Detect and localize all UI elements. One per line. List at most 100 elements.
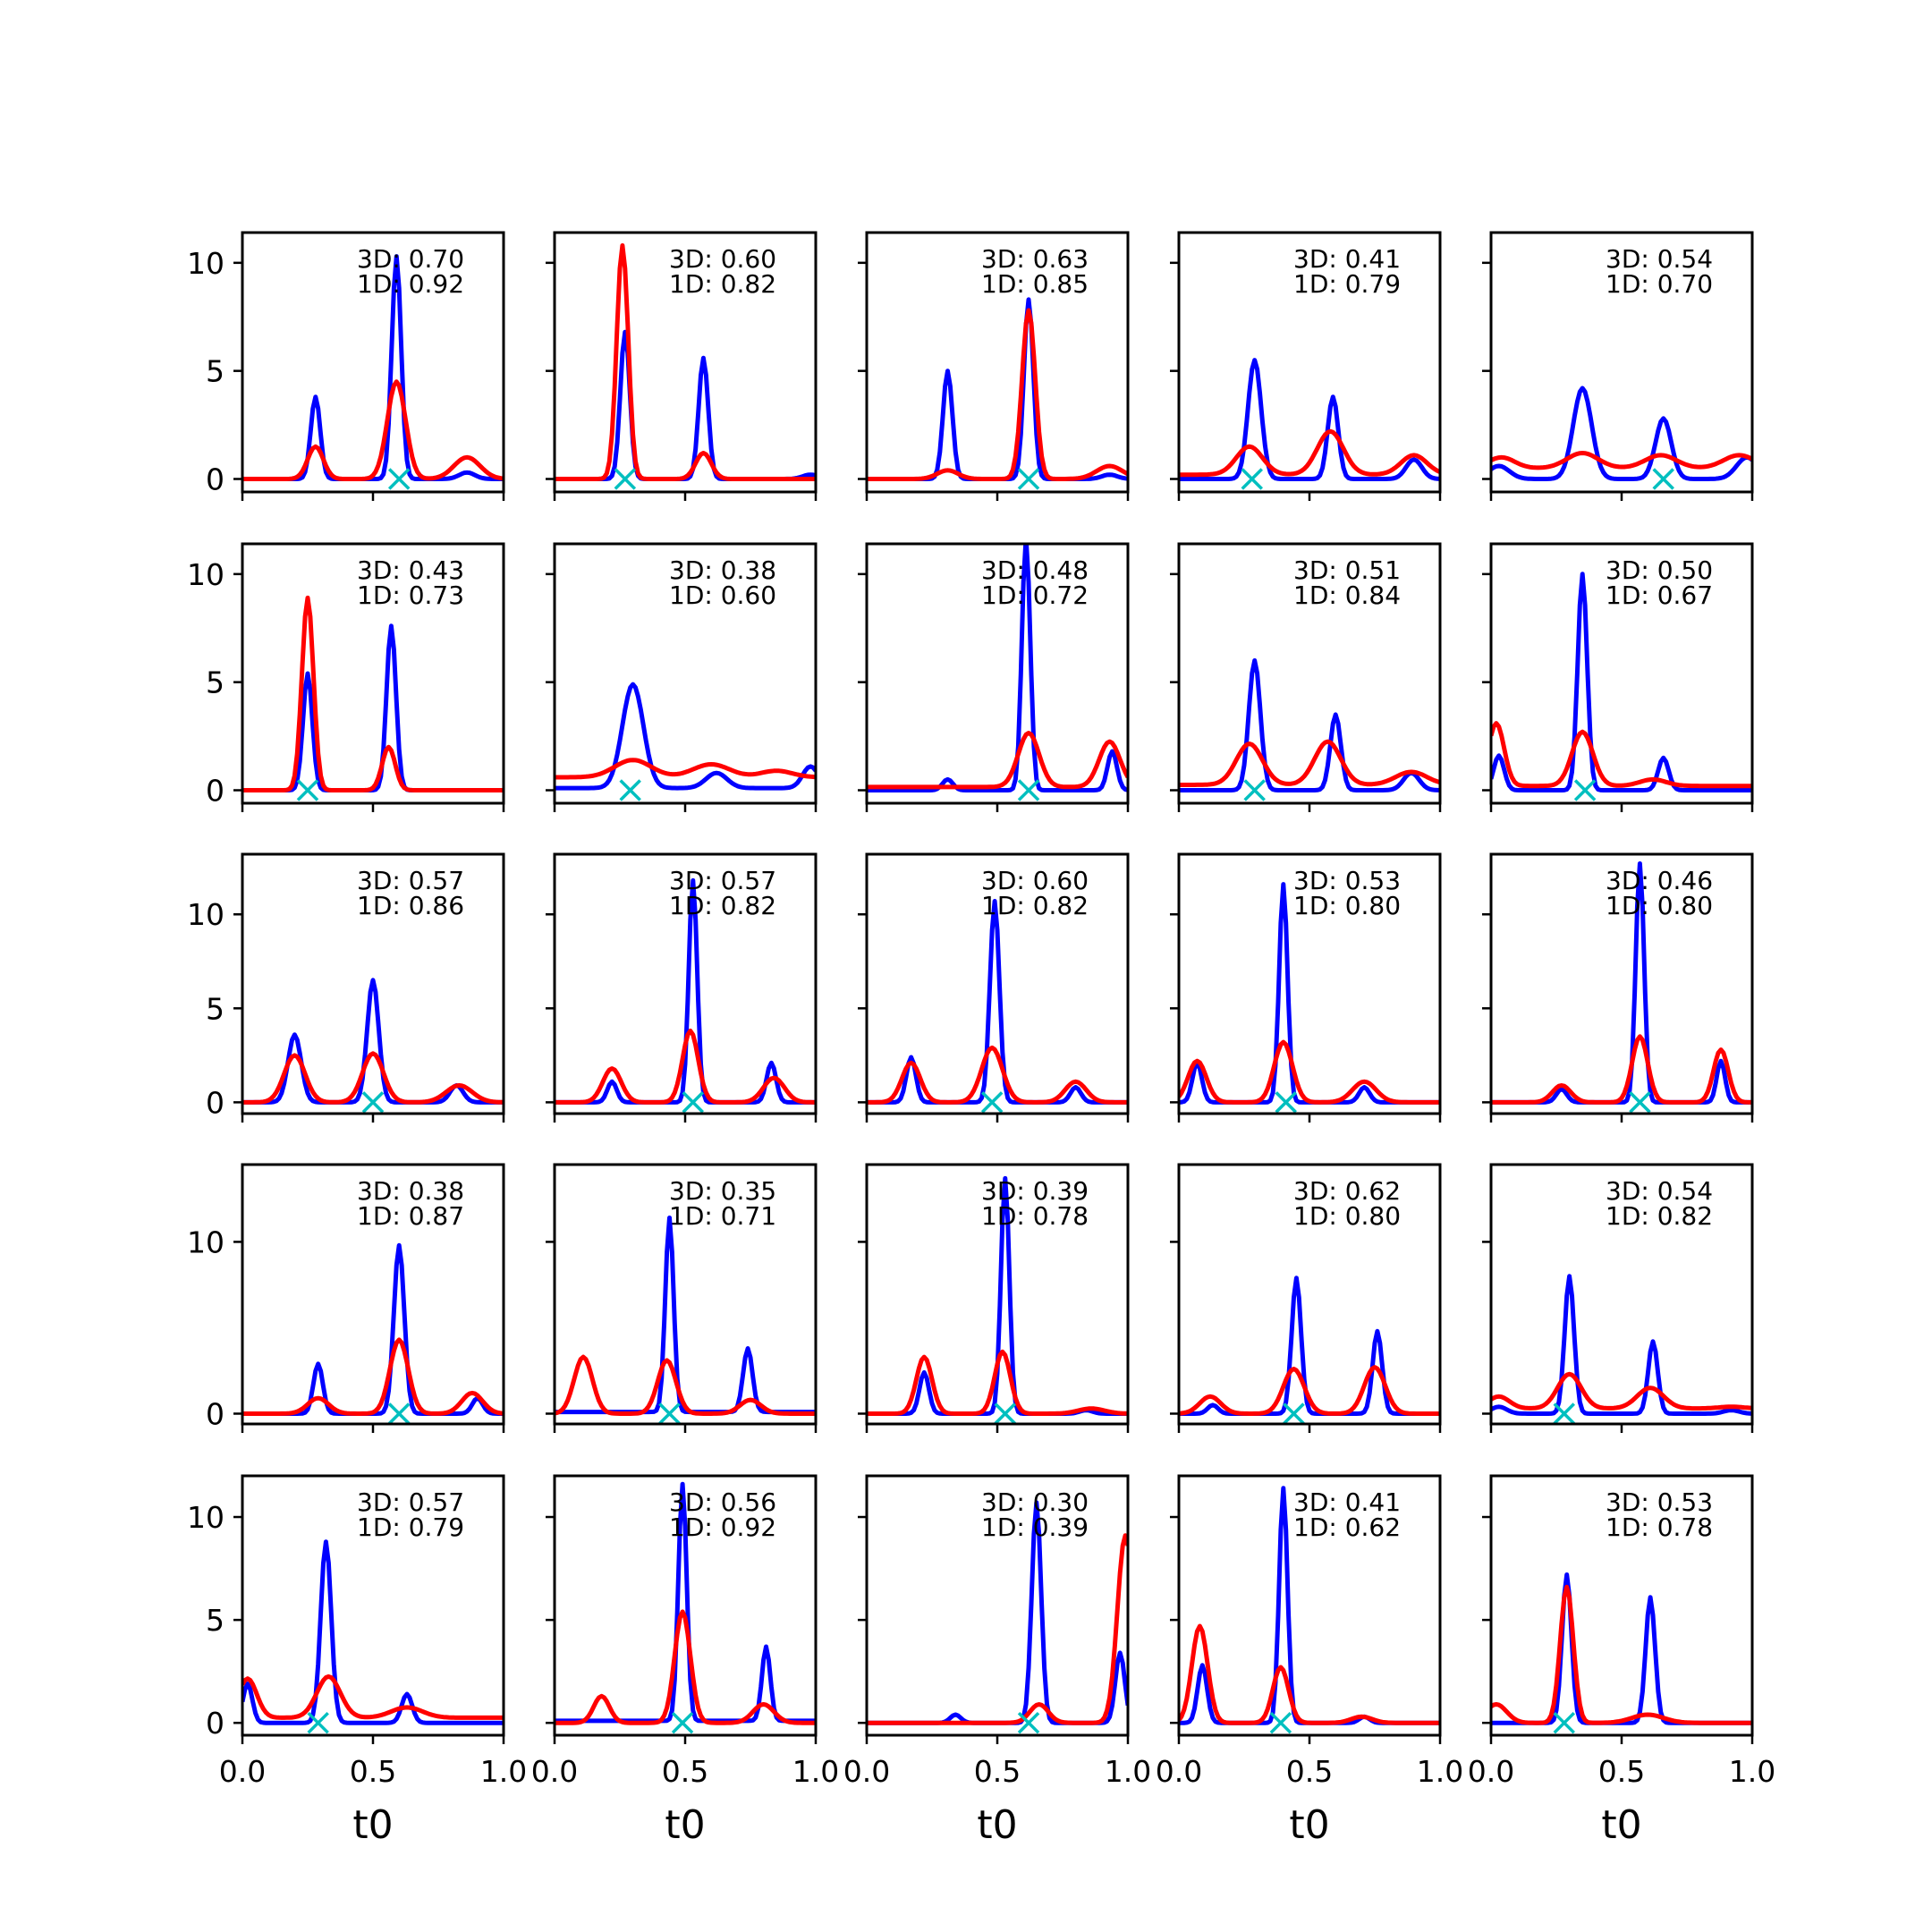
blue-series-line [555, 1481, 816, 1724]
x-marker [387, 468, 411, 490]
score-annotation: 1D: 0.79 [1293, 269, 1401, 299]
x-axis-label: t0 [665, 1802, 705, 1848]
x-marker [1573, 779, 1597, 801]
red-series-line [1491, 721, 1752, 789]
score-annotation: 1D: 0.80 [1293, 891, 1401, 920]
x-marker [1017, 468, 1040, 490]
score-annotation: 1D: 0.78 [981, 1201, 1089, 1231]
red-series-line [555, 1609, 816, 1725]
score-annotation: 3D: 0.51 [1293, 555, 1401, 585]
x-marker [361, 1091, 385, 1114]
blue-series-line [867, 297, 1128, 481]
score-annotation: 1D: 0.84 [1293, 580, 1401, 610]
x-tick-label: 1.0 [1105, 1754, 1151, 1789]
red-series-line [867, 1533, 1128, 1725]
score-annotation: 1D: 0.73 [357, 580, 464, 610]
red-series-line [1179, 428, 1440, 478]
score-annotation: 1D: 0.80 [1606, 891, 1713, 920]
y-tick-label: 10 [187, 246, 225, 281]
score-annotation: 3D: 0.30 [981, 1487, 1089, 1517]
red-series-line [1179, 739, 1440, 787]
y-tick-label: 0 [206, 774, 225, 809]
red-series-line [1491, 1034, 1752, 1105]
score-annotation: 1D: 0.72 [981, 580, 1089, 610]
score-annotation: 1D: 0.82 [669, 269, 776, 299]
blue-series-line [1491, 572, 1752, 792]
x-marker [296, 779, 319, 801]
score-annotation: 3D: 0.53 [1606, 1487, 1713, 1517]
blue-series-line [555, 682, 816, 791]
score-annotation: 3D: 0.60 [981, 866, 1089, 895]
score-annotation: 1D: 0.71 [669, 1201, 776, 1231]
x-marker [994, 1402, 1016, 1425]
score-annotation: 3D: 0.57 [357, 866, 464, 895]
score-annotation: 3D: 0.43 [357, 555, 464, 585]
y-tick-label: 0 [206, 1396, 225, 1431]
red-series-line [867, 731, 1128, 790]
score-annotation: 3D: 0.54 [1606, 1176, 1713, 1206]
score-annotation: 3D: 0.56 [669, 1487, 776, 1517]
score-annotation: 3D: 0.70 [357, 244, 464, 274]
red-series-line [242, 1337, 504, 1416]
score-annotation: 1D: 0.86 [357, 891, 464, 920]
score-annotation: 1D: 0.92 [669, 1513, 776, 1542]
score-annotation: 3D: 0.57 [669, 866, 776, 895]
red-series-line [555, 758, 816, 780]
x-axis-label: t0 [1289, 1802, 1329, 1848]
red-series-line [1179, 1039, 1440, 1105]
red-series-line [1491, 1371, 1752, 1411]
score-annotation: 3D: 0.62 [1293, 1176, 1401, 1206]
red-series-line [1491, 451, 1752, 470]
y-tick-label: 10 [187, 1224, 225, 1259]
y-tick-label: 5 [206, 665, 225, 700]
score-annotation: 3D: 0.53 [1293, 866, 1401, 895]
score-annotation: 1D: 0.78 [1606, 1513, 1713, 1542]
score-annotation: 1D: 0.70 [1606, 269, 1713, 299]
score-annotation: 1D: 0.87 [357, 1201, 464, 1231]
x-tick-label: 0.5 [974, 1754, 1021, 1789]
score-annotation: 1D: 0.80 [1293, 1201, 1401, 1231]
blue-series-line [1179, 658, 1440, 792]
x-marker [682, 1091, 704, 1114]
x-marker [1629, 1091, 1651, 1114]
red-series-line [867, 1349, 1128, 1416]
score-annotation: 1D: 0.60 [669, 580, 776, 610]
score-annotation: 3D: 0.41 [1293, 244, 1401, 274]
x-marker [1652, 468, 1674, 490]
x-axis-label: t0 [1601, 1802, 1641, 1848]
x-tick-label: 0.5 [1286, 1754, 1333, 1789]
x-marker [1017, 779, 1040, 801]
score-annotation: 1D: 0.82 [1606, 1201, 1713, 1231]
x-tick-label: 1.0 [792, 1754, 839, 1789]
y-tick-label: 0 [206, 1085, 225, 1120]
x-tick-label: 0.0 [531, 1754, 578, 1789]
red-series-line [555, 243, 816, 481]
x-marker [1275, 1091, 1297, 1114]
y-tick-label: 5 [206, 1603, 225, 1638]
x-tick-label: 0.0 [219, 1754, 266, 1789]
y-tick-label: 10 [187, 1500, 225, 1535]
red-series-line [242, 595, 504, 792]
x-marker [671, 1711, 694, 1734]
